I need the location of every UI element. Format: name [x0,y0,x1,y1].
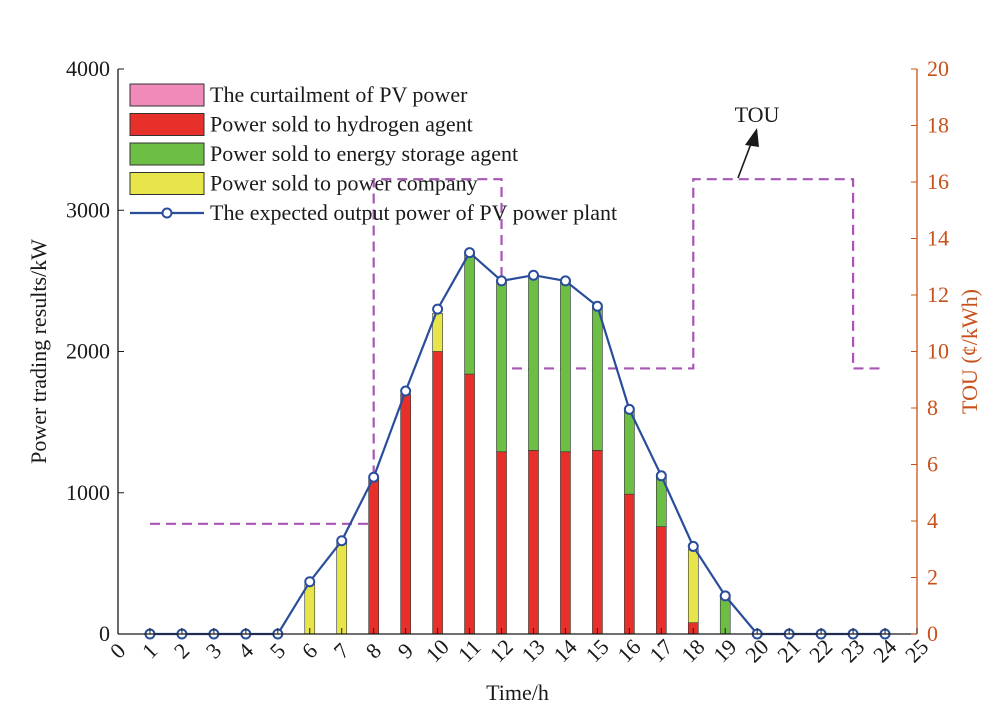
tou-annotation-text: TOU [735,102,780,127]
pv-point-h16 [623,403,635,415]
right-tick-label-8: 8 [927,395,938,420]
x-tick-label-19: 19 [708,634,741,667]
bar-segment-h9-s0 [400,393,411,635]
pv-point-h18 [687,540,699,552]
tou-annotation-arrowhead [745,128,759,147]
bar-segment-h10-s0 [432,351,443,635]
bar-segment-h16-s1 [624,410,635,495]
x-tick-label-23: 23 [836,634,869,667]
legend-label-3: Power sold to power company [210,171,478,196]
pv-point-h8 [368,471,380,483]
x-tick-label-15: 15 [580,634,613,667]
right-tick-label-18: 18 [927,113,949,138]
pv-point-h6 [304,576,316,588]
legend: The curtailment of PV power Power sold to… [129,82,617,225]
bars-layer [304,252,731,635]
legend-label-1: Power sold to hydrogen agent [210,112,473,137]
right-tick-label-0: 0 [927,621,938,646]
legend-swatch-3 [129,172,205,195]
x-tick-label-16: 16 [612,634,645,667]
x-tick-label-24: 24 [868,634,901,667]
x-tick-label-3: 3 [201,638,226,663]
bar-segment-h6-s2 [304,584,316,635]
pv-output-line-layer [144,247,891,640]
legend-swatch-1 [129,113,205,136]
right-tick-label-2: 2 [927,565,938,590]
x-tick-label-1: 1 [137,638,162,663]
bar-segment-h8-s0 [368,478,379,635]
right-tick-label-14: 14 [927,226,949,251]
right-tick-label-16: 16 [927,169,949,194]
x-tick-label-13: 13 [517,634,550,667]
bar-segment-h12-s0 [496,451,507,635]
left-tick-label-0: 0 [99,621,110,646]
bar-segment-h13-s0 [528,450,539,635]
x-tick-label-9: 9 [393,638,418,663]
x-axis-title: Time/h [486,680,549,705]
pv-point-h11 [464,247,476,259]
bar-segment-h11-s0 [464,373,475,635]
right-tick-label-6: 6 [927,452,938,477]
x-tick-label-7: 7 [329,638,354,663]
bar-segment-h14-s0 [560,451,571,635]
x-tick-label-6: 6 [297,638,322,663]
x-tick-label-22: 22 [804,634,837,667]
x-tick-label-5: 5 [265,638,290,663]
legend-label-2: Power sold to energy storage agent [210,141,518,166]
x-tick-label-20: 20 [740,634,773,667]
pv-point-h9 [400,385,412,397]
legend-label-0: The curtailment of PV power [210,82,468,107]
right-tick-label-10: 10 [927,339,949,364]
bar-segment-h13-s1 [528,274,539,451]
bar-segment-h12-s1 [496,280,507,453]
x-tick-label-12: 12 [485,634,518,667]
left-tick-label-2000: 2000 [66,339,110,364]
bar-segment-h17-s0 [656,526,667,635]
right-tick-label-4: 4 [927,508,938,533]
bar-segment-h7-s2 [336,541,348,635]
left-tick-label-4000: 4000 [66,56,110,81]
bar-segment-h15-s0 [592,450,603,635]
pv-point-h19 [719,590,731,602]
pv-point-h17 [655,470,667,482]
bar-segment-h11-s1 [464,252,475,375]
legend-label-4: The expected output power of PV power pl… [210,200,617,225]
legend-line-marker [161,207,173,219]
bar-segment-h18-s2 [687,548,699,623]
legend-swatch-0 [129,83,205,107]
tou-price-layer [149,178,886,525]
right-y-axis-title: TOU (¢/kWh) [957,289,982,414]
bar-segment-h14-s1 [560,279,571,453]
x-tick-label-17: 17 [644,634,677,667]
x-tick-label-11: 11 [453,634,486,667]
pv-point-h12 [496,275,508,287]
pv-point-h14 [559,275,571,287]
right-tick-label-12: 12 [927,282,949,307]
annotation-layer: TOU [735,102,780,179]
x-tick-label-8: 8 [361,638,386,663]
tou-step-line [149,178,886,525]
x-tick-label-10: 10 [421,634,454,667]
bar-segment-h16-s0 [624,493,635,635]
pv-point-h10 [432,303,444,315]
x-tick-label-21: 21 [772,634,805,667]
tou-annotation-arrow [737,140,753,179]
x-tick-label-4: 4 [233,638,258,663]
left-y-axis-title: Power trading results/kW [26,239,51,464]
left-tick-label-1000: 1000 [66,480,110,505]
legend-swatch-2 [129,142,205,166]
bar-segment-h15-s1 [592,305,603,451]
pv-output-line [149,250,886,636]
x-tick-label-2: 2 [169,638,194,663]
pv-point-h13 [527,269,539,281]
x-tick-label-14: 14 [548,634,581,667]
right-tick-label-20: 20 [927,56,949,81]
pv-point-h15 [591,300,603,312]
left-tick-label-3000: 3000 [66,197,110,222]
x-tick-label-18: 18 [676,634,709,667]
pv-point-h7 [336,535,348,547]
